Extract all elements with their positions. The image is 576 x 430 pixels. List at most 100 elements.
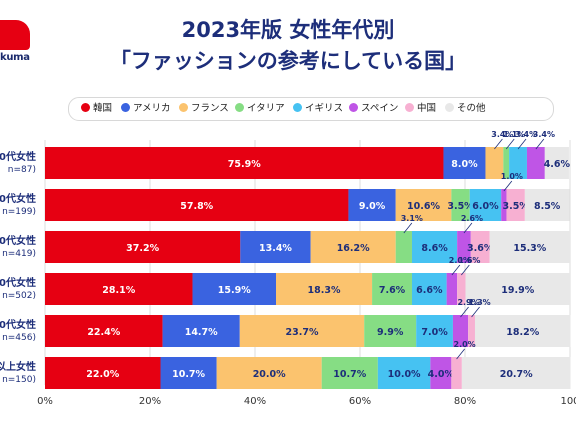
bar-segment (239, 315, 365, 347)
bar-segment (474, 315, 571, 347)
callout-line (461, 264, 470, 276)
bar-segment (45, 315, 163, 347)
legend-item: 韓国 (81, 98, 112, 120)
category-sublabel: n=87) (8, 165, 36, 175)
legend-swatch (235, 103, 244, 112)
brand-logo: kuma (0, 20, 40, 63)
bar-segment (489, 231, 570, 263)
data-label: 20.0% (253, 369, 286, 380)
bar-segment (443, 147, 486, 179)
data-label: 9.9% (377, 327, 404, 338)
legend-item: イタリア (235, 98, 285, 120)
legend-swatch (349, 103, 358, 112)
data-label: 7.6% (379, 285, 406, 296)
callout-line (456, 348, 465, 360)
data-label: 3.4% (491, 130, 513, 139)
legend-label: イギリス (305, 103, 344, 114)
category-label: 0代女性 (0, 150, 36, 163)
bar-segment (461, 357, 571, 389)
legend-label: フランス (191, 103, 229, 114)
data-label: 19.9% (501, 285, 534, 296)
callout-line (451, 264, 461, 276)
data-label: 10.7% (172, 369, 205, 380)
category-sublabel: n=150) (2, 375, 36, 385)
bar-segment (45, 147, 444, 179)
legend-label: アメリカ (133, 103, 171, 114)
logo-text: kuma (0, 52, 30, 63)
data-label: 3.6% (467, 243, 494, 254)
category-label: 0代女性 (0, 234, 36, 247)
data-label: 75.9% (228, 159, 261, 170)
bar-segment (544, 147, 569, 179)
bar-segment (457, 273, 466, 305)
data-label: 10.7% (333, 369, 366, 380)
category-sublabel: n=199) (2, 207, 36, 217)
bar-segment (162, 315, 240, 347)
data-label: 4.0% (428, 369, 455, 380)
data-label: 20.7% (500, 369, 533, 380)
legend-swatch (405, 103, 414, 112)
callout-line (505, 138, 515, 150)
bar-segment (469, 189, 502, 221)
bar-segment (430, 357, 452, 389)
legend-label: その他 (457, 103, 486, 114)
bar-segment (348, 189, 396, 221)
x-tick-label: 40% (244, 396, 266, 407)
data-label: 1.3% (468, 298, 490, 307)
bar-segment (45, 189, 349, 221)
bar-segment (45, 231, 241, 263)
bar-segment (451, 357, 462, 389)
bar-segment (411, 273, 447, 305)
bar-segment (465, 273, 570, 305)
data-label: 16.2% (337, 243, 370, 254)
data-label: 10.6% (407, 201, 440, 212)
data-label: 22.0% (86, 369, 119, 380)
bar-segment (364, 315, 417, 347)
bar-segment (160, 357, 217, 389)
data-label: 22.4% (87, 327, 120, 338)
bar-segment (45, 273, 193, 305)
data-label: 1.0% (501, 172, 523, 181)
callout-line (460, 306, 469, 318)
legend-item: イギリス (293, 98, 343, 120)
bar-segment (451, 189, 470, 221)
data-label: 14.7% (185, 327, 218, 338)
category-label: 0代女性 (0, 192, 36, 205)
data-label: 13.4% (259, 243, 292, 254)
chart-legend: 韓国 アメリカ フランス イタリア イギリス スペイン 中国 その他 (68, 97, 554, 121)
category-sublabel: n=419) (2, 249, 36, 259)
data-label: 2.0% (449, 256, 471, 265)
data-label: 1.1% (503, 130, 525, 139)
bar-segment (503, 147, 510, 179)
bar-segment (501, 189, 507, 221)
chart-title: 2023年版 女性年代別 (181, 18, 395, 42)
data-label: 7.0% (421, 327, 448, 338)
bar-segment (524, 189, 570, 221)
bar-segment (276, 273, 373, 305)
callout-line (503, 180, 513, 192)
legend-swatch (179, 103, 188, 112)
legend-item: フランス (179, 98, 229, 120)
data-label: 3.4% (515, 130, 537, 139)
bar-segment (321, 357, 378, 389)
category-sublabel: n=456) (2, 333, 36, 343)
legend-label: スペイン (361, 103, 399, 114)
category-sublabel: n=502) (2, 291, 36, 301)
x-tick-label: 80% (454, 396, 476, 407)
data-label: 23.7% (286, 327, 319, 338)
bar-segment (509, 147, 527, 179)
callout-line (494, 138, 503, 150)
data-label: 3.4% (533, 130, 555, 139)
data-label: 18.2% (506, 327, 539, 338)
legend-label: 韓国 (93, 103, 113, 114)
x-tick-label: 100 (560, 396, 576, 407)
bar-segment (372, 273, 412, 305)
legend-item: その他 (445, 98, 486, 120)
bar-segment (452, 315, 469, 347)
bar-segment (446, 273, 458, 305)
legend-item: アメリカ (121, 98, 171, 120)
chart-subtitle: 「ファッションの参考にしている国」 (109, 49, 467, 73)
bar-segment (485, 147, 504, 179)
bar-segment (395, 231, 412, 263)
